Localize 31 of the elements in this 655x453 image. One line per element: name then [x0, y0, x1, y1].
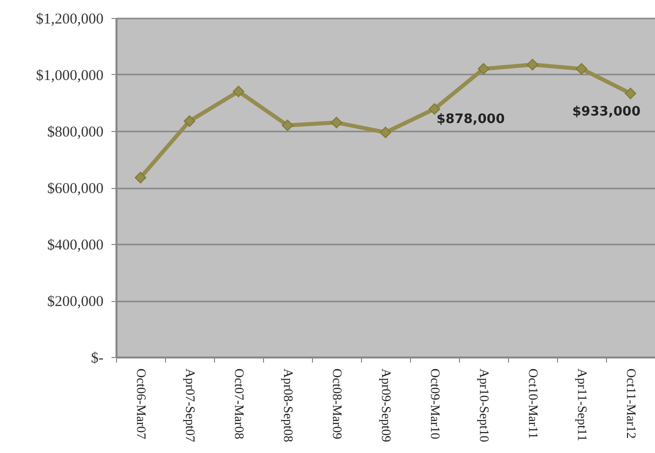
- y-tick-label: $200,000: [47, 294, 104, 310]
- point: [576, 63, 588, 75]
- point: [134, 172, 146, 184]
- x-tick-label: Oct10-Mar11: [526, 368, 541, 439]
- y-tick-label: $1,200,000: [36, 12, 104, 28]
- x-tick-label: Apr11-Sept11: [575, 368, 590, 442]
- point: [330, 116, 342, 128]
- y-tick-label: $600,000: [47, 181, 104, 197]
- y-tick-label: $1,000,000: [36, 68, 104, 84]
- y-tick-label: $400,000: [47, 238, 104, 254]
- point: [282, 120, 294, 132]
- x-tick-label: Oct11-Mar12: [624, 368, 639, 439]
- x-tick-label: Oct08-Mar09: [330, 368, 345, 440]
- y-tick-label: $800,000: [47, 124, 104, 140]
- point: [428, 103, 440, 115]
- point: [478, 63, 490, 75]
- x-tick-label: Apr08-Sept08: [281, 368, 296, 442]
- point: [624, 88, 636, 100]
- x-tick-label: Oct07-Mar08: [232, 368, 247, 440]
- y-tick-label: $-: [91, 350, 104, 366]
- x-tick-label: Oct09-Mar10: [428, 368, 443, 440]
- point: [232, 86, 244, 98]
- point: [380, 126, 392, 138]
- x-tick-label: Oct06-Mar07: [134, 368, 149, 440]
- x-tick-label: Apr10-Sept10: [477, 368, 492, 442]
- x-tick-label: Apr09-Sept09: [379, 368, 394, 442]
- point: [184, 115, 196, 127]
- data-label: $878,000: [436, 112, 505, 127]
- x-tick-label: Apr07-Sept07: [183, 368, 198, 443]
- data-label: $933,000: [572, 104, 640, 120]
- point: [526, 58, 538, 70]
